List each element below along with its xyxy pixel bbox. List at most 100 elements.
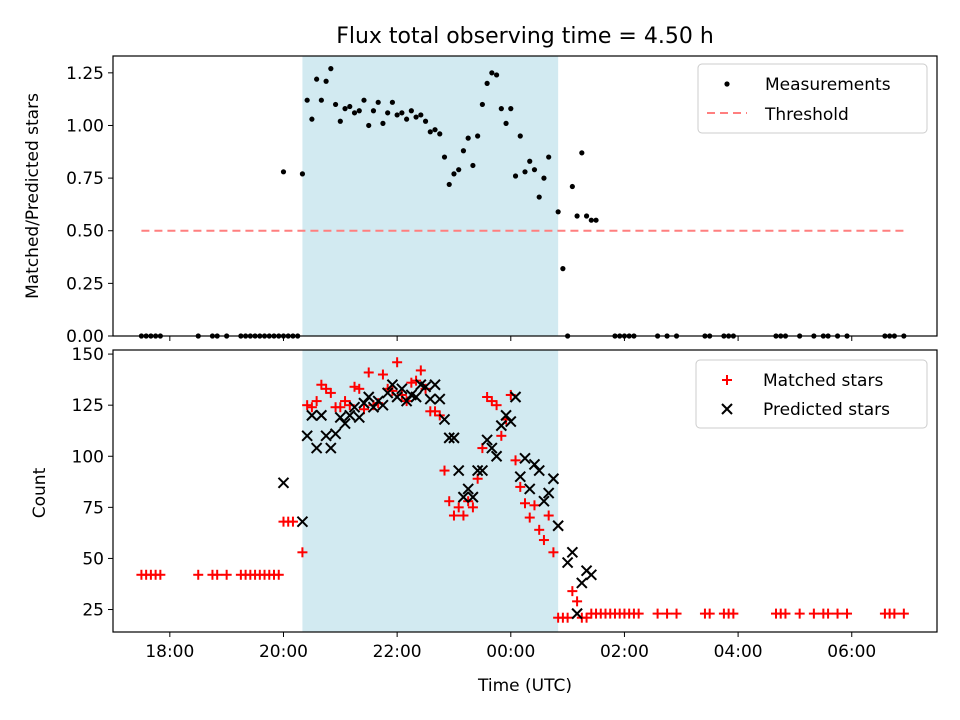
predicted-star-point <box>396 383 408 395</box>
matched-star-point <box>302 400 313 411</box>
x-axis-label: Time (UTC) <box>477 676 572 696</box>
matched-star-point <box>155 569 166 580</box>
top-ytick-label: 0.00 <box>66 327 104 347</box>
matched-star-point <box>889 608 900 619</box>
xtick-label: 02:00 <box>600 642 649 662</box>
predicted-star-point <box>505 415 517 428</box>
predicted-star-point <box>329 428 342 440</box>
predicted-star-point <box>306 409 318 422</box>
matched-star-point <box>406 377 417 388</box>
predicted-star-point <box>495 419 508 432</box>
legend-predicted-marker <box>721 403 733 415</box>
predicted-star-point <box>344 409 356 422</box>
top-ytick-label: 1.25 <box>66 64 104 84</box>
bottom-y-axis-label: Count <box>30 467 50 518</box>
predicted-star-point <box>391 391 403 403</box>
matched-star-point <box>193 569 204 580</box>
measurement-point <box>555 209 561 215</box>
top-ytick-label: 0.50 <box>66 222 104 242</box>
measurement-point <box>460 148 467 154</box>
matched-star-point <box>652 608 663 619</box>
predicted-star-point <box>509 391 522 403</box>
predicted-star-point <box>296 515 309 528</box>
measurement-point <box>280 169 287 175</box>
measurement-point <box>536 194 542 200</box>
measurement-point <box>380 120 386 126</box>
top-legend: Measurements Threshold <box>697 63 928 134</box>
matched-star-point <box>392 357 403 368</box>
matched-star-point <box>311 396 322 407</box>
measurement-point <box>541 175 547 181</box>
measurement-point <box>588 217 594 223</box>
matched-star-point <box>543 510 554 521</box>
bottom-ytick-label: 50 <box>82 549 104 569</box>
measurement-point <box>375 99 381 105</box>
matched-star-point <box>524 512 535 523</box>
legend-measurements-label: Measurements <box>765 75 891 95</box>
top-shaded-span <box>302 56 559 336</box>
xtick-label: 00:00 <box>486 642 535 662</box>
measurement-point <box>356 108 362 114</box>
predicted-star-point <box>566 546 579 559</box>
measurement-point <box>422 118 429 124</box>
bottom-axes-frame <box>112 349 938 633</box>
xtick-label: 20:00 <box>259 642 308 662</box>
measurement-point <box>583 213 590 219</box>
matched-star-point <box>548 547 559 558</box>
measurement-point <box>484 80 490 86</box>
predicted-star-point <box>377 399 389 411</box>
predicted-star-point <box>490 450 503 462</box>
measurement-point <box>299 171 306 177</box>
matched-star-point <box>335 402 346 413</box>
matched-star-point <box>467 502 478 513</box>
matched-star-point <box>510 455 521 466</box>
measurement-point <box>408 108 414 114</box>
bottom-ytick-label: 150 <box>72 345 104 365</box>
measurement-point <box>569 183 575 190</box>
predicted-star-point <box>310 442 323 454</box>
predicted-star-point <box>325 442 337 454</box>
predicted-star-point <box>533 464 545 477</box>
top-ytick-label: 0.75 <box>66 169 104 189</box>
predicted-star-point <box>301 430 313 442</box>
predicted-star-point <box>410 391 422 403</box>
measurement-point <box>366 122 372 129</box>
predicted-star-point <box>538 495 550 507</box>
top-ytick-label: 1.00 <box>66 116 104 136</box>
measurement-point <box>337 118 343 124</box>
chart-title: Flux total observing time = 4.50 h <box>336 24 714 49</box>
measurement-point <box>527 158 533 164</box>
measurement-point <box>370 108 377 114</box>
bottom-panel: 25 50 75 100 125 150 18:00 20:00 22:00 00:00 02:0… <box>30 345 938 696</box>
measurement-point <box>441 154 448 160</box>
predicted-star-point <box>452 464 465 477</box>
bottom-ytick-label: 25 <box>82 601 104 621</box>
predicted-star-point <box>320 430 332 442</box>
predicted-star-point <box>486 442 498 454</box>
predicted-star-point <box>339 417 351 430</box>
predicted-star-point <box>476 464 489 477</box>
matched-star-point <box>728 608 739 619</box>
measurement-point <box>385 110 391 116</box>
matched-star-point <box>415 365 426 376</box>
measurement-point <box>479 101 485 108</box>
measurement-point <box>503 120 509 126</box>
matched-star-point <box>458 510 469 521</box>
matched-star-point <box>287 516 298 527</box>
matched-star-point <box>349 381 360 392</box>
bottom-ytick-label: 100 <box>72 447 104 467</box>
xtick-label: 04:00 <box>714 642 763 662</box>
matched-star-point <box>354 383 365 394</box>
measurement-point <box>470 162 476 169</box>
predicted-star-point <box>353 411 365 424</box>
measurement-point <box>498 106 504 112</box>
measurement-point <box>432 127 438 133</box>
measurement-point <box>418 112 424 118</box>
matched-star-point <box>671 608 682 619</box>
matched-star-point <box>444 496 455 507</box>
matched-star-point <box>780 608 791 619</box>
predicted-star-point <box>514 470 526 483</box>
top-y-axis-label: Matched/Predicted stars <box>23 93 43 299</box>
legend-threshold-label: Threshold <box>764 105 849 125</box>
measurement-point <box>361 97 367 103</box>
